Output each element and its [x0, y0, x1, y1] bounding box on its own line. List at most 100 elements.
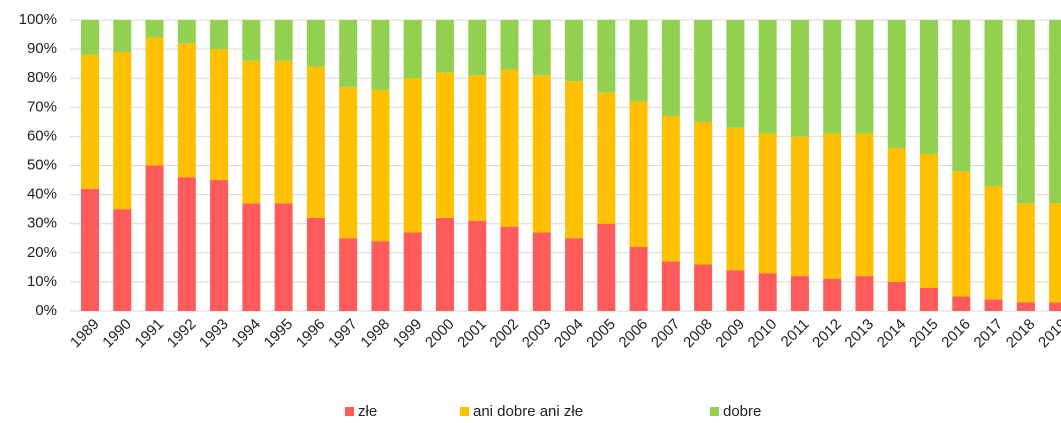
bar-segment: [210, 49, 229, 181]
bar-segment: [435, 72, 454, 218]
bar-segment: [661, 20, 680, 117]
y-tick-label: 0%: [35, 302, 57, 319]
bar-segment: [468, 20, 487, 76]
x-tick-label: 2011: [778, 316, 813, 351]
x-tick-label: 2007: [648, 316, 684, 352]
x-tick-label: 2008: [680, 316, 716, 352]
bar-segment: [532, 20, 551, 76]
bar-segment: [371, 89, 390, 242]
bar-segment: [403, 20, 422, 79]
bar-segment: [274, 203, 293, 311]
x-tick-label: 2005: [583, 316, 619, 352]
x-tick-label: 2015: [906, 316, 942, 352]
bar-segment: [306, 66, 325, 218]
x-tick-label: 2019: [1035, 316, 1061, 352]
bar-segment: [790, 276, 809, 311]
bar-segment: [177, 43, 196, 178]
y-tick-label: 90%: [27, 40, 57, 57]
x-tick-label: 1995: [261, 316, 297, 352]
bar-segment: [887, 20, 906, 149]
bar-segment: [597, 92, 616, 224]
bar-segment: [758, 20, 777, 134]
legend-label: ani dobre ani złe: [473, 403, 583, 420]
bar-segment: [694, 264, 713, 311]
bar-segment: [113, 52, 132, 210]
bar-segment: [920, 153, 939, 288]
bar-segment: [855, 20, 874, 134]
y-tick-label: 100%: [19, 11, 57, 28]
x-tick-label: 2018: [1003, 316, 1039, 352]
bar-segment: [532, 75, 551, 233]
bar-segment: [339, 20, 358, 87]
y-tick-label: 40%: [27, 186, 57, 203]
bar-segment: [952, 171, 971, 297]
x-tick-label: 2004: [551, 316, 587, 352]
bar-segment: [145, 37, 164, 166]
y-tick-label: 50%: [27, 156, 57, 173]
x-tick-label: 2002: [487, 316, 523, 352]
bar-segment: [274, 20, 293, 61]
bar-segment: [758, 273, 777, 311]
bar-segment: [81, 188, 99, 311]
bar-segment: [984, 299, 1003, 311]
bar-segment: [145, 165, 164, 311]
bar-segment: [855, 276, 874, 311]
bar-segment: [1049, 203, 1061, 303]
x-tick-label: 2001: [454, 316, 490, 352]
bar-segment: [629, 246, 648, 311]
x-tick-label: 2014: [874, 316, 910, 352]
bar-segment: [1016, 302, 1035, 311]
bar-segment: [339, 86, 358, 239]
bar-segment: [468, 220, 487, 311]
bar-segment: [726, 20, 745, 128]
bar-segment: [984, 185, 1003, 300]
bar-segment: [1016, 203, 1035, 303]
x-tick-label: 2016: [938, 316, 974, 352]
x-tick-label: 2009: [712, 316, 748, 352]
bar-segment: [726, 270, 745, 311]
bar-segment: [306, 20, 325, 67]
bar-segment: [726, 127, 745, 271]
x-tick-label: 2012: [809, 316, 845, 352]
bar-segment: [435, 217, 454, 311]
x-tick-label: 1992: [164, 316, 200, 352]
bar-segment: [339, 238, 358, 311]
legend-swatch: [345, 407, 354, 416]
bar-segment: [887, 281, 906, 311]
bar-segment: [371, 241, 390, 311]
y-tick-label: 30%: [27, 215, 57, 232]
bar-segment: [952, 20, 971, 172]
bar-segment: [113, 20, 132, 53]
bar-segment: [113, 209, 132, 311]
bar-segment: [920, 287, 939, 311]
legend-label: dobre: [723, 403, 761, 420]
bar-segment: [468, 75, 487, 221]
bar-segment: [790, 20, 809, 137]
x-tick-label: 2003: [519, 316, 555, 352]
x-tick-label: 1993: [196, 316, 232, 352]
bar-segment: [565, 20, 584, 82]
x-tick-label: 2013: [841, 316, 877, 352]
bar-segment: [177, 20, 196, 44]
bar-segment: [177, 177, 196, 311]
legend-swatch: [460, 407, 469, 416]
bar-segment: [823, 278, 842, 311]
x-tick-label: 1999: [390, 316, 426, 352]
x-tick-label: 1994: [228, 316, 264, 352]
x-tick-label: 1998: [357, 316, 393, 352]
bar-segment: [306, 217, 325, 311]
bar-segment: [435, 20, 454, 73]
bar-segment: [823, 20, 842, 134]
legend-swatch: [710, 407, 719, 416]
x-tick-label: 1989: [67, 316, 103, 352]
bar-segment: [952, 296, 971, 311]
bar-segment: [242, 60, 261, 204]
bar-segment: [758, 133, 777, 274]
x-tick-label: 1991: [132, 316, 168, 352]
bar-segment: [597, 20, 616, 93]
bar-segment: [920, 20, 939, 154]
bar-segment: [790, 136, 809, 277]
x-tick-label: 2017: [971, 316, 1007, 352]
bar-segment: [210, 180, 229, 311]
